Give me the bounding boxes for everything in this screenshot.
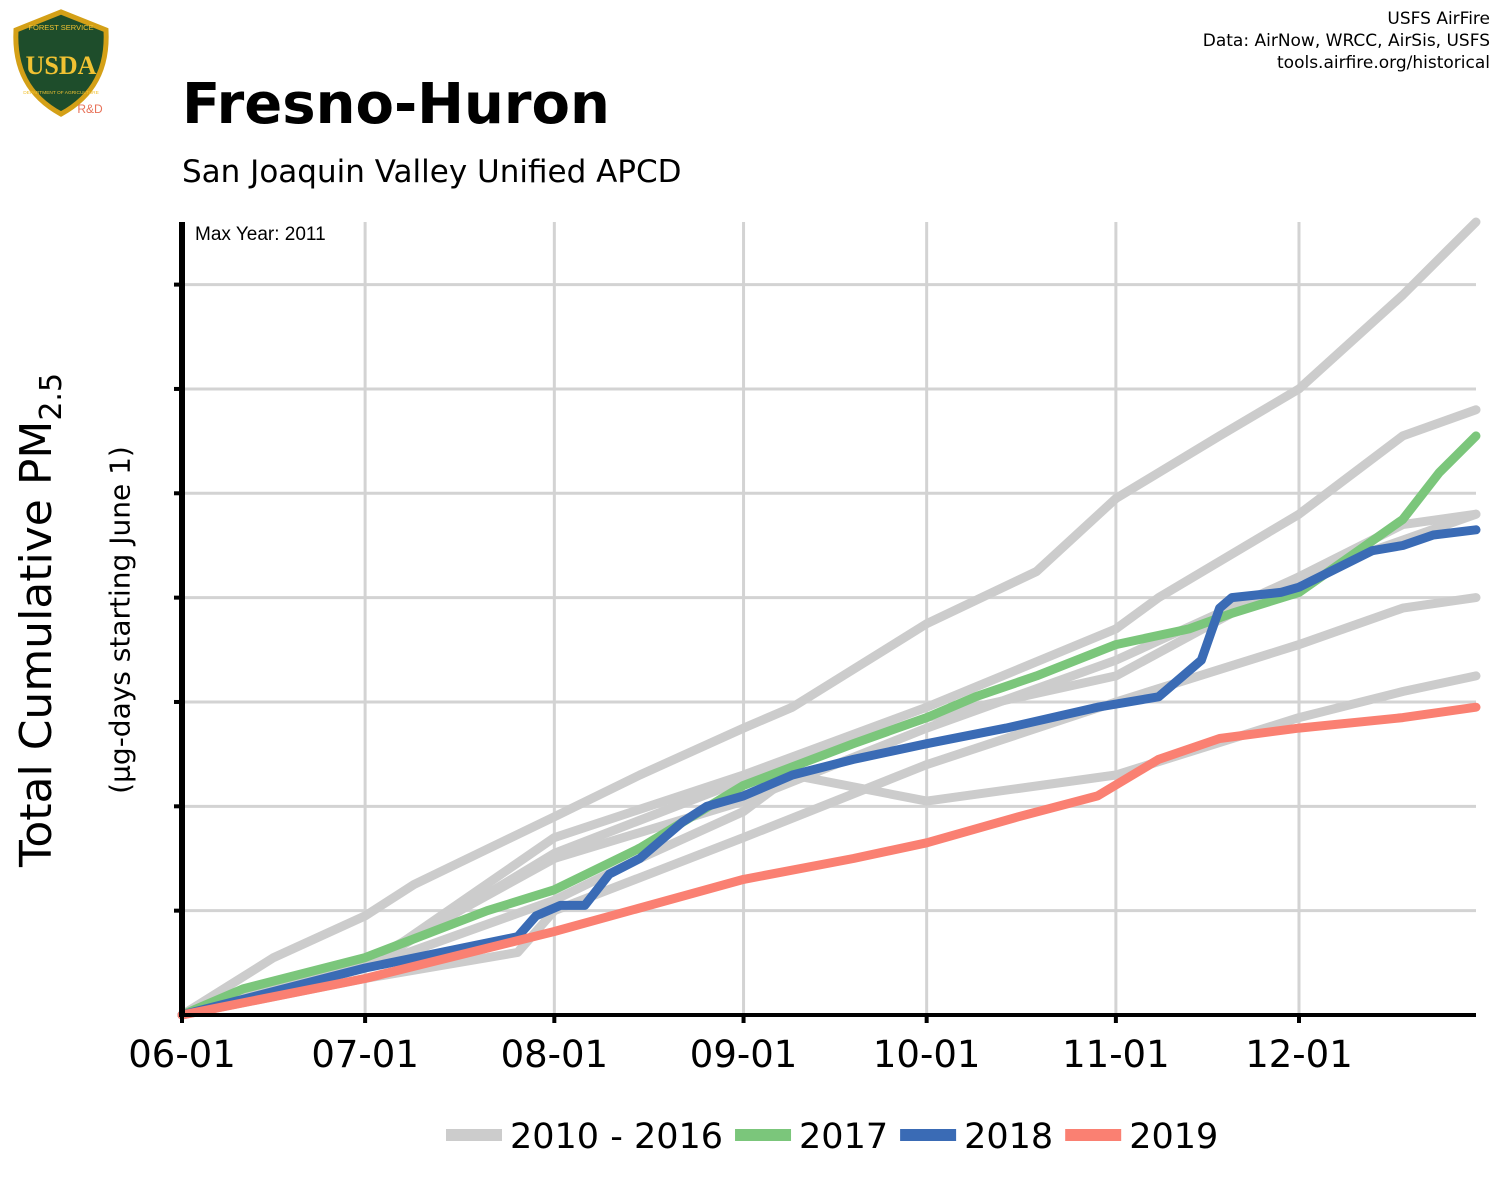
x-tick-label: 08-01 [501, 1033, 609, 1076]
axes-layer: 06-01 07-01 08-01 09-01 10-01 11-01 12-01 [128, 222, 1476, 1076]
chart-title: Fresno-Huron [182, 72, 610, 137]
legend: 2010 - 2016 2017 2018 2019 [446, 1117, 1218, 1157]
series-line-2011 [177, 217, 1481, 1020]
x-tick-label: 11-01 [1062, 1033, 1170, 1076]
series-line-2010-2016-b [177, 405, 1481, 1020]
credit-line-3: tools.airfire.org/historical [1277, 53, 1490, 73]
legend-label: 2010 - 2016 [510, 1117, 723, 1157]
x-tick-label: 12-01 [1245, 1033, 1353, 1076]
legend-label: 2019 [1129, 1117, 1218, 1157]
chart-subtitle: San Joaquin Valley Unified APCD [182, 154, 682, 190]
series-line-2018 [177, 525, 1481, 1020]
x-tick-label: 09-01 [690, 1033, 798, 1076]
x-tick-label: 10-01 [873, 1033, 981, 1076]
legend-label: 2017 [799, 1117, 888, 1157]
logo-text-top: FOREST SERVICE [28, 23, 93, 32]
series-line-2019 [177, 702, 1481, 1020]
logo-text-rd: R&D [77, 102, 103, 116]
series-layer [177, 217, 1481, 1020]
legend-label: 2018 [964, 1117, 1053, 1157]
data-credits: USFS AirFire Data: AirNow, WRCC, AirSis,… [1203, 8, 1490, 74]
x-tick-label: 06-01 [128, 1033, 236, 1076]
credit-line-1: USFS AirFire [1387, 9, 1490, 29]
logo-text-bottom: DEPARTMENT OF AGRICULTURE [23, 90, 99, 96]
usfs-logo: FOREST SERVICE USDA DEPARTMENT OF AGRICU… [13, 9, 109, 117]
series-line-2010-2016-d [177, 593, 1481, 1020]
max-year-annotation: Max Year: 2011 [195, 224, 326, 245]
x-tick-label: 07-01 [311, 1033, 419, 1076]
credit-line-2: Data: AirNow, WRCC, AirSis, USFS [1202, 31, 1490, 51]
logo-text-main: USDA [26, 51, 97, 80]
logo-shield-shape [13, 9, 109, 117]
grid-layer [182, 222, 1476, 1015]
